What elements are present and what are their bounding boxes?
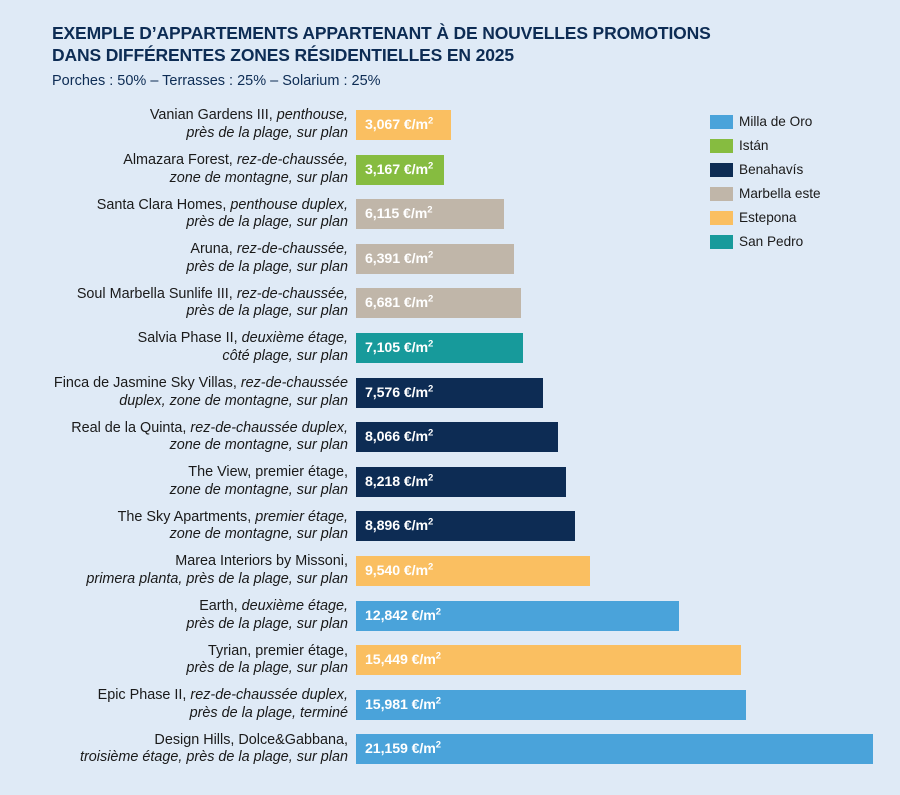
bar-container: 15,981 €/m2 — [356, 689, 746, 720]
chart-row: Marea Interiors by Missoni, primera plant… — [0, 549, 900, 593]
bar[interactable]: 7,576 €/m2 — [356, 377, 543, 408]
legend-swatch-icon — [710, 138, 733, 153]
bar-value-label: 15,981 €/m2 — [365, 695, 441, 713]
bar-category-label: Santa Clara Homes, penthouse duplex, près… — [96, 196, 348, 231]
legend-swatch-icon — [710, 210, 733, 225]
bar-value-label: 15,449 €/m2 — [365, 650, 441, 669]
bar-category-label: The View, premier étage, zone de montagne… — [169, 464, 348, 498]
bar[interactable]: 6,115 €/m2 — [356, 199, 504, 230]
bar-category-label: Real de la Quinta, rez-de-chaussée duple… — [71, 419, 348, 454]
legend-item[interactable]: Estepona — [710, 206, 890, 229]
bar-container: 3,167 €/m2 — [356, 154, 444, 185]
bar-value-label: 3,167 €/m2 — [365, 159, 434, 178]
legend-item[interactable]: Benahavís — [710, 158, 890, 181]
bar-category-label: Soul Marbella Sunlife III, rez-de-chauss… — [76, 285, 348, 320]
bar-container: 12,842 €/m2 — [356, 600, 679, 631]
legend-swatch-icon — [710, 114, 733, 129]
chart-header: EXEMPLE D’APPARTEMENTS APPARTENANT À DE … — [52, 22, 752, 91]
bar-value-label: 7,105 €/m2 — [365, 338, 434, 356]
bar-value-label: 8,066 €/m2 — [365, 427, 434, 446]
bar[interactable]: 15,981 €/m2 — [356, 689, 746, 720]
bar-value-label: 8,218 €/m2 — [365, 472, 434, 490]
bar[interactable]: 6,681 €/m2 — [356, 288, 521, 319]
bar-category-label: Epic Phase II, rez-de-chaussée duplex, pr… — [97, 687, 348, 721]
chart-row: The Sky Apartments, premier étage, zone d… — [0, 504, 900, 548]
bar-container: 8,896 €/m2 — [356, 511, 575, 542]
chart-row: Almazara Forest, rez-de-chaussée, zone de… — [0, 148, 900, 192]
legend-label: Istán — [739, 138, 769, 153]
chart-legend: Milla de Oro Istán Benahavís Marbella este E… — [710, 110, 890, 254]
bar-container: 21,159 €/m2 — [356, 734, 873, 765]
legend-label: Benahavís — [739, 162, 804, 177]
bar-container: 6,391 €/m2 — [356, 243, 514, 274]
bar-category-label: Marea Interiors by Missoni, primera plant… — [86, 553, 348, 587]
chart-row: Earth, deuxième étage, près de la plage, … — [0, 594, 900, 638]
chart-row: Aruna, rez-de-chaussée, près de la plage,… — [0, 237, 900, 281]
bar-category-label: Tyrian, premier étage, près de la plage, … — [186, 642, 348, 677]
bar-value-label: 3,067 €/m2 — [365, 115, 434, 133]
bar[interactable]: 21,159 €/m2 — [356, 734, 873, 765]
chart-row: The View, premier étage, zone de montagne… — [0, 460, 900, 504]
bar[interactable]: 15,449 €/m2 — [356, 645, 741, 676]
legend-swatch-icon — [710, 186, 733, 201]
chart-subtitle: Porches : 50% – Terrasses : 25% – Solari… — [52, 73, 381, 90]
legend-label: Estepona — [739, 210, 797, 225]
chart-row: Salvia Phase II, deuxième étage, côté pla… — [0, 326, 900, 370]
bar-value-label: 6,115 €/m2 — [365, 204, 433, 223]
chart-row: Epic Phase II, rez-de-chaussée duplex, pr… — [0, 683, 900, 727]
bar-value-label: 7,576 €/m2 — [365, 382, 434, 401]
bar-category-label: Aruna, rez-de-chaussée, près de la plage,… — [186, 241, 348, 275]
legend-swatch-icon — [710, 234, 733, 249]
bar-category-label: Earth, deuxième étage, près de la plage, … — [186, 598, 348, 632]
bar[interactable]: 3,167 €/m2 — [356, 154, 444, 185]
page-title: EXEMPLE D’APPARTEMENTS APPARTENANT À DE … — [52, 23, 711, 66]
bar[interactable]: 9,540 €/m2 — [356, 556, 590, 586]
bar-value-label: 6,681 €/m2 — [365, 293, 434, 312]
bar[interactable]: 12,842 €/m2 — [356, 600, 679, 631]
legend-label: Marbella este — [739, 186, 821, 201]
bar-category-label: Finca de Jasmine Sky Villas, rez-de-chau… — [53, 375, 348, 409]
legend-item[interactable]: Istán — [710, 134, 890, 157]
bar-value-label: 12,842 €/m2 — [365, 605, 441, 624]
plot-area: Vanian Gardens III, penthouse, près de la… — [0, 103, 900, 783]
chart-row: Tyrian, premier étage, près de la plage, … — [0, 638, 900, 682]
chart-row: Vanian Gardens III, penthouse, près de la… — [0, 103, 900, 147]
bar-container: 7,576 €/m2 — [356, 377, 543, 408]
legend-swatch-icon — [710, 162, 733, 177]
legend-item[interactable]: San Pedro — [710, 230, 890, 253]
bar-category-label: Salvia Phase II, deuxième étage, côté pla… — [137, 330, 348, 364]
chart-row: Design Hills, Dolce&Gabbana, troisième ét… — [0, 727, 900, 771]
bar[interactable]: 8,896 €/m2 — [356, 511, 575, 542]
bar-value-label: 9,540 €/m2 — [365, 561, 434, 579]
bar-category-label: Almazara Forest, rez-de-chaussée, zone de… — [123, 152, 348, 186]
bar-value-label: 8,896 €/m2 — [365, 516, 434, 535]
bar[interactable]: 8,218 €/m2 — [356, 466, 566, 497]
chart-row: Finca de Jasmine Sky Villas, rez-de-chau… — [0, 371, 900, 415]
chart-row: Santa Clara Homes, penthouse duplex, près… — [0, 192, 900, 236]
legend-item[interactable]: Marbella este — [710, 182, 890, 205]
chart-row: Soul Marbella Sunlife III, rez-de-chauss… — [0, 281, 900, 325]
bar-container: 7,105 €/m2 — [356, 333, 523, 363]
bar-container: 3,067 €/m2 — [356, 110, 451, 140]
bar[interactable]: 7,105 €/m2 — [356, 333, 523, 363]
bar-container: 8,066 €/m2 — [356, 422, 558, 453]
legend-label: Milla de Oro — [739, 114, 813, 129]
bar-container: 6,115 €/m2 — [356, 199, 504, 230]
bar-container: 8,218 €/m2 — [356, 466, 566, 497]
bar-container: 6,681 €/m2 — [356, 288, 521, 319]
bar-container: 9,540 €/m2 — [356, 556, 590, 586]
chart-row: Real de la Quinta, rez-de-chaussée duple… — [0, 415, 900, 459]
bar[interactable]: 3,067 €/m2 — [356, 110, 451, 140]
bar-value-label: 6,391 €/m2 — [365, 249, 434, 267]
bar[interactable]: 8,066 €/m2 — [356, 422, 558, 453]
bar-value-label: 21,159 €/m2 — [365, 739, 441, 758]
bar-container: 15,449 €/m2 — [356, 645, 741, 676]
bar-category-label: Vanian Gardens III, penthouse, près de la… — [149, 107, 348, 141]
legend-item[interactable]: Milla de Oro — [710, 110, 890, 133]
bar-category-label: Design Hills, Dolce&Gabbana, troisième ét… — [80, 731, 348, 766]
bar-category-label: The Sky Apartments, premier étage, zone d… — [117, 508, 348, 543]
legend-label: San Pedro — [739, 234, 804, 249]
bar[interactable]: 6,391 €/m2 — [356, 243, 514, 274]
